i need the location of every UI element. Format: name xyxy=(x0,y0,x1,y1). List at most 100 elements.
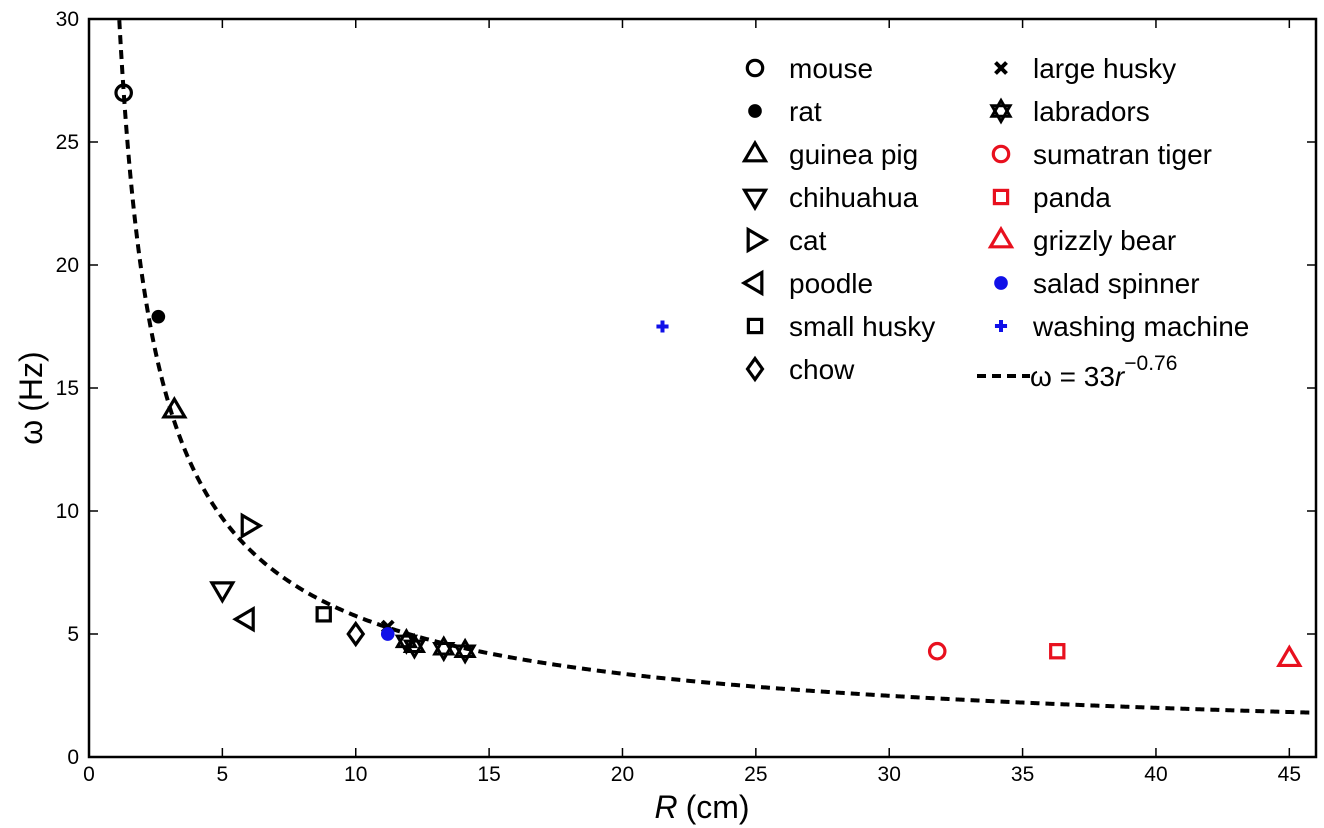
point-small-husky-shape xyxy=(315,606,332,623)
legend-label-cat: cat xyxy=(789,225,827,256)
point-poodle-shape xyxy=(232,605,255,633)
point-labradors-shape-a xyxy=(394,627,419,649)
legend-fit-exponent: −0.76 xyxy=(1124,352,1177,375)
legend-fit-label: ω = 33r−0.76 xyxy=(1030,352,1177,392)
legend: mouse rat guinea pig chihuahua cat poodle smal… xyxy=(740,53,1249,392)
legend-item-grizzly-bear: grizzly bear xyxy=(987,225,1176,256)
legend-marker-labradors-shape-a xyxy=(989,97,1013,118)
y-tick-label: 25 xyxy=(56,131,79,154)
y-tick-label: 5 xyxy=(67,623,79,646)
legend-label-grizzly-bear: grizzly bear xyxy=(1033,225,1176,256)
x-tick-label: 0 xyxy=(83,763,95,786)
point-small-husky xyxy=(315,606,332,623)
point-labradors-shape-b xyxy=(453,644,477,665)
legend-marker-small-husky xyxy=(746,317,764,335)
legend-label-large-husky: large husky xyxy=(1033,53,1176,84)
x-tick-label: 45 xyxy=(1278,763,1301,786)
legend-item-mouse: mouse xyxy=(745,53,873,84)
point-salad-spinner-shape xyxy=(380,627,395,641)
point-cat xyxy=(240,512,264,540)
legend-marker-guinea-pig-shape xyxy=(741,139,769,163)
legend-marker-chow-shape xyxy=(745,355,765,383)
legend-marker-salad-spinner xyxy=(994,276,1008,290)
legend-marker-sumatran-tiger-shape xyxy=(991,144,1011,164)
legend-marker-washing-machine xyxy=(994,319,1008,333)
point-labradors-shape-a xyxy=(432,635,456,656)
legend-marker-grizzly-bear xyxy=(987,225,1015,249)
x-tick-label: 20 xyxy=(611,763,634,786)
point-labradors xyxy=(402,632,427,660)
x-tick-label: 40 xyxy=(1144,763,1167,786)
legend-label-sumatran-tiger: sumatran tiger xyxy=(1033,139,1212,170)
legend-item-salad-spinner: salad spinner xyxy=(994,268,1200,299)
fit-curve-layer xyxy=(117,19,1316,715)
legend-label-small-husky: small husky xyxy=(789,311,935,342)
x-tick-label: 10 xyxy=(344,763,367,786)
legend-label-panda: panda xyxy=(1033,182,1111,213)
legend-marker-labradors xyxy=(989,97,1013,125)
legend-item-large-husky: large husky xyxy=(994,53,1176,84)
legend-marker-large-husky-shape xyxy=(994,61,1008,75)
legend-marker-cat xyxy=(746,226,770,254)
y-tick-label: 20 xyxy=(56,254,79,277)
x-tick-label: 15 xyxy=(477,763,500,786)
legend-marker-guinea-pig xyxy=(741,139,769,163)
x-tick-label: 25 xyxy=(744,763,767,786)
legend-marker-chihuahua-shape xyxy=(741,188,769,212)
legend-marker-chow xyxy=(745,355,765,383)
y-tick-label: 0 xyxy=(67,746,79,769)
point-grizzly-bear xyxy=(1276,644,1303,668)
legend-marker-mouse xyxy=(745,58,765,78)
y-tick-label: 10 xyxy=(56,500,79,523)
legend-fit-var: r xyxy=(1115,361,1126,392)
fit-curve xyxy=(117,19,1316,715)
legend-marker-panda xyxy=(992,188,1010,206)
point-poodle xyxy=(232,605,255,633)
legend-item-panda: panda xyxy=(992,182,1111,213)
point-guinea-pig-shape xyxy=(161,395,188,419)
legend-label-mouse: mouse xyxy=(789,53,873,84)
legend-marker-sumatran-tiger xyxy=(991,144,1011,164)
point-panda-shape xyxy=(1049,643,1066,660)
y-axis-label-unit: (Hz) xyxy=(13,351,49,411)
x-axis-label: R (cm) xyxy=(654,789,749,825)
legend-item-rat: rat xyxy=(748,96,822,127)
x-tick-label: 35 xyxy=(1011,763,1034,786)
point-sumatran-tiger-shape xyxy=(927,641,947,661)
legend-item-cat: cat xyxy=(746,225,827,256)
legend-marker-labradors-shape-b xyxy=(989,104,1013,125)
legend-item-chow: chow xyxy=(745,354,855,385)
legend-marker-mouse-shape xyxy=(745,58,765,78)
legend-item-fit: ω = 33r−0.76 xyxy=(977,352,1177,392)
legend-item-guinea-pig: guinea pig xyxy=(741,139,918,170)
x-axis-label-unit: (cm) xyxy=(686,789,750,825)
legend-label-guinea-pig: guinea pig xyxy=(789,139,918,170)
point-labradors xyxy=(453,637,477,665)
legend-marker-cat-shape xyxy=(746,226,770,254)
point-labradors-shape-a xyxy=(453,637,477,658)
point-guinea-pig xyxy=(161,395,188,419)
y-tick-label: 15 xyxy=(56,377,79,400)
y-tick-label: 30 xyxy=(56,8,79,31)
x-tick-label: 30 xyxy=(878,763,901,786)
legend-label-labradors: labradors xyxy=(1033,96,1150,127)
x-axis-label-var: R xyxy=(654,789,677,825)
point-rat xyxy=(151,309,166,324)
legend-marker-grizzly-bear-shape xyxy=(987,225,1015,249)
point-labradors xyxy=(432,635,456,663)
legend-marker-poodle-shape xyxy=(740,269,764,297)
legend-item-labradors: labradors xyxy=(989,96,1150,127)
point-cat-shape xyxy=(240,512,264,540)
legend-marker-rat-shape xyxy=(748,104,762,118)
plot-frame xyxy=(87,17,1318,759)
point-chow-shape xyxy=(346,620,366,648)
y-axis-label: ω (Hz) xyxy=(13,351,49,444)
point-labradors-shape-a xyxy=(402,632,427,654)
legend-marker-small-husky-shape xyxy=(746,317,764,335)
point-mouse-shape xyxy=(114,83,133,103)
legend-item-chihuahua: chihuahua xyxy=(741,182,919,213)
point-labradors-shape-b xyxy=(432,642,456,663)
legend-label-salad-spinner: salad spinner xyxy=(1033,268,1200,299)
legend-item-washing-machine: washing machine xyxy=(994,311,1249,342)
